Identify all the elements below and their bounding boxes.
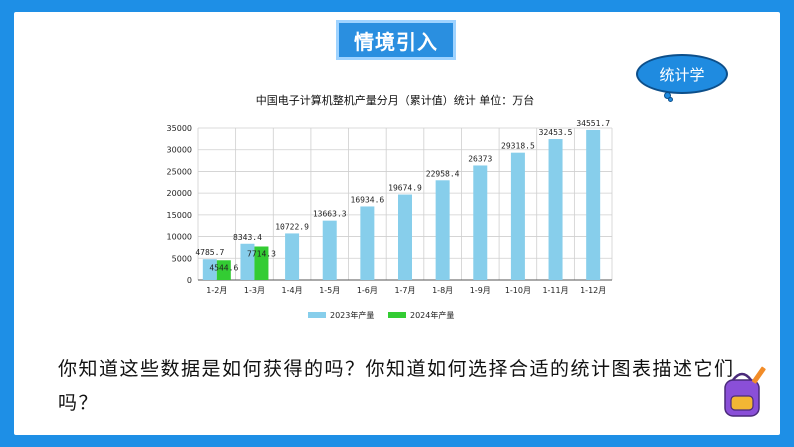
- x-tick-label: 1-4月: [282, 286, 303, 295]
- x-tick-label: 1-11月: [542, 286, 568, 295]
- statistics-bubble: 统计学: [636, 54, 728, 94]
- x-tick-label: 1-8月: [432, 286, 453, 295]
- chart-title: 中国电子计算机整机产量分月（累计值）统计 单位：万台: [256, 93, 535, 107]
- slide-title: 情境引入: [336, 20, 456, 60]
- question-text: 你知道这些数据是如何获得的吗？你知道如何选择合适的统计图表描述它们吗？: [58, 358, 735, 414]
- data-label-2023: 13663.3: [313, 210, 347, 219]
- data-label-2023: 4785.7: [195, 248, 224, 257]
- bubble-tail-dot: [668, 97, 673, 102]
- data-label-2023: 8343.4: [233, 233, 262, 242]
- y-tick-label: 15000: [167, 211, 192, 220]
- bar-2023: [360, 206, 375, 280]
- y-tick-label: 10000: [167, 233, 192, 242]
- y-tick-label: 5000: [172, 254, 192, 263]
- bubble-tail-dot: [664, 92, 671, 99]
- x-tick-label: 1-7月: [394, 286, 415, 295]
- data-label-2023: 19674.9: [388, 184, 422, 193]
- bar-2023: [322, 220, 337, 280]
- data-label-2023: 32453.5: [539, 128, 573, 137]
- bar-chart: 中国电子计算机整机产量分月（累计值）统计 单位：万台 0 5000 10000 1500…: [167, 93, 613, 320]
- bar-2024: [254, 246, 269, 280]
- bar-2023: [548, 139, 563, 280]
- data-label-2023: 22958.4: [426, 169, 460, 178]
- data-label-2023: 10722.9: [275, 222, 309, 231]
- x-tick-label: 1-10月: [505, 286, 531, 295]
- legend-swatch-2023: [308, 312, 326, 318]
- bar-2023: [240, 243, 255, 280]
- data-label-2024: 4544.6: [209, 263, 238, 272]
- x-tick-label: 1-9月: [470, 286, 491, 295]
- bar-2023: [510, 152, 525, 280]
- y-tick-label: 30000: [167, 146, 192, 155]
- legend-swatch-2024: [388, 312, 406, 318]
- y-tick-label: 35000: [167, 124, 192, 133]
- data-label-2023: 16934.6: [351, 195, 385, 204]
- backpack-icon: [724, 366, 766, 417]
- legend-label-2023: 2023年产量: [330, 310, 374, 320]
- data-label-2023: 26373: [468, 154, 492, 163]
- y-tick-label: 20000: [167, 189, 192, 198]
- x-tick-label: 1-6月: [357, 286, 378, 295]
- x-tick-label: 1-5月: [319, 286, 340, 295]
- data-label-2023: 29318.5: [501, 142, 535, 151]
- x-tick-label: 1-12月: [580, 286, 606, 295]
- x-tick-label: 1-2月: [206, 286, 227, 295]
- data-label-2023: 34551.7: [576, 119, 610, 128]
- legend-label-2024: 2024年产量: [410, 310, 454, 320]
- data-label-2024: 7714.3: [247, 249, 276, 258]
- bar-2024: [216, 260, 231, 280]
- bar-2023: [435, 180, 450, 280]
- x-tick-label: 1-3月: [244, 286, 265, 295]
- bar-2023: [202, 259, 217, 280]
- bar-2023: [398, 194, 412, 280]
- bar-2023: [586, 129, 601, 280]
- bar-2023: [473, 165, 488, 280]
- y-tick-label: 25000: [167, 167, 192, 176]
- bar-2023: [285, 233, 300, 280]
- y-tick-label: 0: [187, 276, 192, 285]
- chart: 中国电子计算机整机产量分月（累计值）统计 单位：万台 0 5000 10000 1500…: [150, 88, 630, 333]
